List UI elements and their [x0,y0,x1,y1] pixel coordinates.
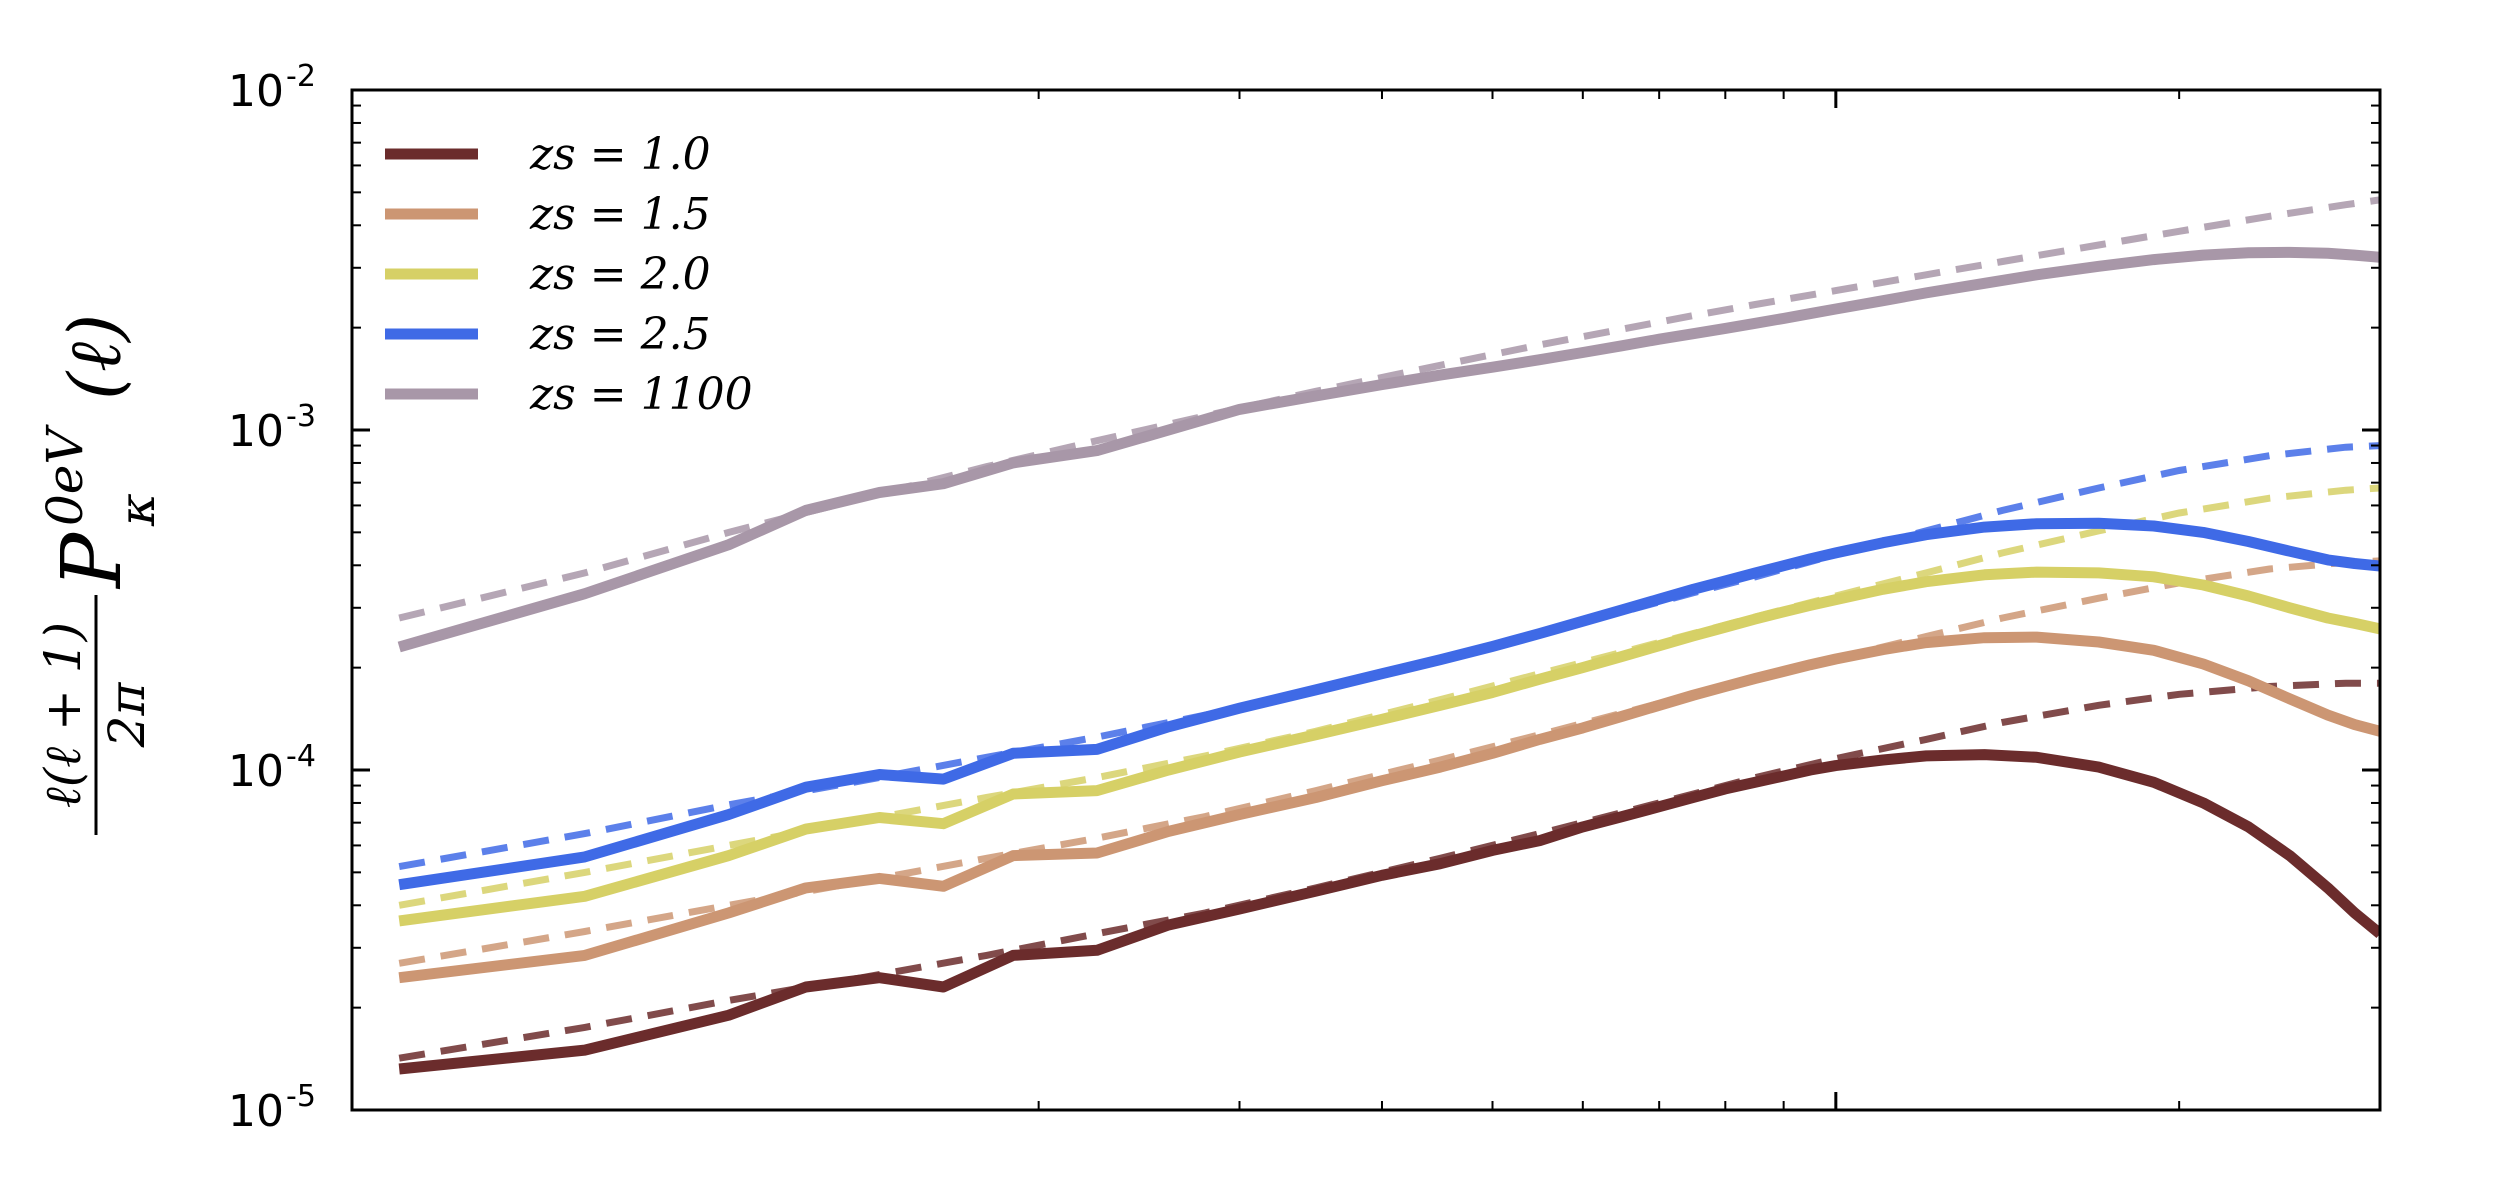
y-tick-label-exponent: -5 [286,1079,316,1114]
y-axis-label-argument: (ℓ) [53,314,137,400]
y-tick-label-exponent: -2 [286,59,316,94]
y-tick-label-exponent: -4 [286,739,316,774]
series-line-zs-2-0 [398,566,2380,927]
legend-label-zs-1-0: zs = 1.0 [529,129,711,180]
series-line-zs-1100 [397,246,2380,653]
y-axis-label-superscript: 0eV [36,424,94,526]
legend-label-zs-2-5: zs = 2.5 [529,309,711,360]
legend: zs = 1.0 zs = 1.5 zs = 2.0 zs = 2.5 zs = 110… [385,129,753,420]
y-tick-label: 10 [228,746,284,797]
series-dashed-zs-1-0 [398,679,2380,1062]
y-axis-label-denominator: 2π [98,682,156,749]
series-line-zs-1-0 [398,749,2380,1075]
legend-label-zs-1-5: zs = 1.5 [529,189,711,240]
ticks-layer: 10-510-410-310-2 [228,59,2381,1137]
y-tick-label: 10 [228,406,284,457]
series-line-zs-1-5 [398,631,2380,984]
y-axis-label-prefix: ℓ(ℓ + 1) [34,622,92,808]
series-dashed-zs-1-5 [398,557,2380,967]
series-dashed-zs-2-0 [398,484,2380,909]
y-axis-label-main: P [45,531,140,590]
series-line-zs-2-5 [398,517,2380,891]
y-axis-label-subscript: κ [108,493,166,527]
legend-label-zs-1100: zs = 1100 [529,369,753,420]
legend-label-zs-2-0: zs = 2.0 [529,249,711,300]
y-tick-label: 10 [228,1086,284,1137]
series-layer [397,196,2380,1075]
plot-frame [350,88,2382,1112]
y-axis-label: ℓ(ℓ + 1) 2π P 0eV κ (ℓ) [34,314,166,835]
y-tick-label: 10 [228,66,284,117]
y-tick-label-exponent: -3 [286,399,316,434]
